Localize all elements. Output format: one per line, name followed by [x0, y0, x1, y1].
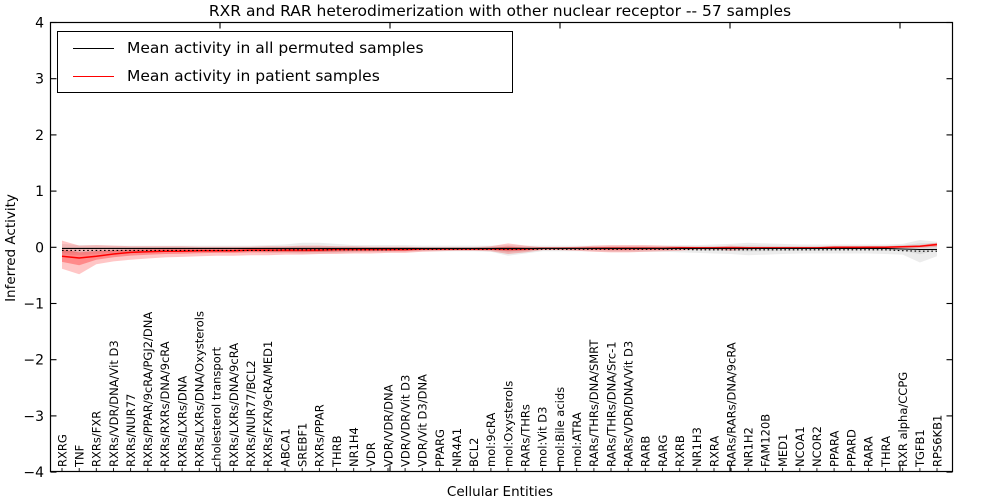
y-tick-label: −3 [23, 409, 44, 425]
category-label: PPARA [827, 430, 841, 467]
category-label: RPS6KB1 [930, 415, 944, 467]
patient-band-outer [62, 240, 937, 275]
category-label: mol:Bile acids [553, 387, 567, 467]
category-label: RARs/VDR/DNA/Vit D3 [622, 341, 636, 467]
patient-band-inner [62, 243, 937, 266]
category-label: RXRs/PPAR/9cRA/PGJ2/DNA [141, 312, 155, 467]
category-label: THRA [879, 436, 893, 468]
category-label: VDR [364, 442, 378, 467]
category-label: RARs/THRs/DNA/Src-1 [604, 341, 618, 467]
category-label: mol:Oxysterols [501, 381, 515, 467]
reference-dotted-line [62, 248, 937, 252]
category-label: SREBF1 [296, 423, 310, 467]
chart-title: RXR and RAR heterodimerization with othe… [208, 2, 792, 20]
category-label: PPARG [433, 429, 447, 467]
y-tick-label: −2 [23, 353, 44, 369]
legend-box: Mean activity in all permuted samples Me… [57, 31, 513, 93]
permuted-band-outer [62, 240, 937, 263]
y-tick-label: 4 [35, 16, 44, 32]
category-label: RARs/THRs [519, 404, 533, 467]
y-axis-label: Inferred Activity [3, 194, 19, 302]
category-label: RXRs/FXR [90, 411, 104, 467]
category-label: RXRs/LXRs/DNA/9cRA [227, 343, 241, 467]
category-label: VDR/Vit D3/DNA [416, 374, 430, 467]
y-tick-label: 1 [35, 184, 44, 200]
category-label: TNF [73, 445, 87, 468]
category-label: MED1 [776, 434, 790, 467]
category-label: NR1H2 [742, 427, 756, 467]
category-label: mol:9cRA [484, 413, 498, 467]
category-label: mol:ATRA [570, 412, 584, 467]
category-label: RXRs/PPAR [313, 404, 327, 467]
category-label: RXRs/RXRs/DNA/9cRA [158, 341, 172, 467]
category-label: RXRs/VDR/DNA/Vit D3 [107, 340, 121, 467]
category-label: NR1H3 [690, 427, 704, 467]
category-label: BCL2 [467, 438, 481, 467]
category-label: RARB [639, 436, 653, 467]
category-label: RARs/RARs/DNA/9cRA [724, 342, 738, 467]
category-label: NCOR2 [810, 426, 824, 467]
category-label: RARs/THRs/DNA/SMRT [587, 339, 601, 467]
permuted-mean-line [62, 247, 937, 251]
legend-entry-patient: Mean activity in patient samples [58, 62, 512, 90]
category-label: mol:Vit D3 [536, 407, 550, 467]
x-axis-label: Cellular Entities [446, 484, 554, 500]
category-label: NR4A1 [450, 428, 464, 467]
y-tick-label: 0 [35, 240, 44, 256]
category-label: NR1H4 [347, 427, 361, 467]
category-label: RARA [862, 436, 876, 467]
category-label: RXRG [55, 434, 69, 467]
permuted-line-swatch [73, 47, 114, 49]
legend-entry-permuted: Mean activity in all permuted samples [58, 34, 512, 62]
category-label: PPARD [845, 429, 859, 467]
category-label: VDR/VDR/Vit D3 [398, 375, 412, 467]
category-label: RARG [656, 435, 670, 467]
category-label: RXR alpha/CCPG [896, 372, 910, 467]
category-label: RXRs/NUR77/BCL2 [244, 360, 258, 467]
category-label: cholesterol transport [210, 347, 224, 467]
category-label: RXRs/LXRs/DNA/Oxysterols [193, 311, 207, 467]
category-label: RXRA [707, 436, 721, 467]
y-tick-label: −4 [23, 465, 44, 481]
category-label: NCOA1 [793, 426, 807, 467]
y-tick-label: 3 [35, 72, 44, 88]
legend-label-permuted: Mean activity in all permuted samples [127, 39, 424, 57]
category-label: ABCA1 [278, 428, 292, 467]
category-label: TGFB1 [913, 429, 927, 468]
y-tick-label: 2 [35, 128, 44, 144]
category-label: RXRs/FXR/9cRA/MED1 [261, 341, 275, 467]
legend-label-patient: Mean activity in patient samples [127, 67, 380, 85]
category-label: FAM120B [759, 414, 773, 467]
category-label: RXRB [673, 435, 687, 467]
category-label: RXRs/NUR77 [124, 394, 138, 467]
y-tick-label: −1 [23, 297, 44, 313]
category-label: RXRs/LXRs/DNA [175, 376, 189, 467]
category-label: THRB [330, 435, 344, 468]
category-label: VDR/VDR/DNA [381, 384, 395, 467]
patient-line-swatch [73, 75, 114, 77]
